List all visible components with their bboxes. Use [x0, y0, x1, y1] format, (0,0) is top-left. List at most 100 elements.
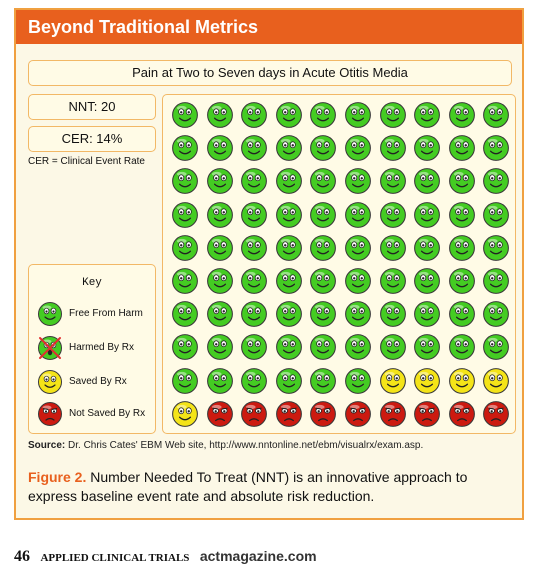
free-face-icon — [310, 135, 337, 162]
free-face-icon — [275, 301, 302, 328]
free-face-icon — [241, 301, 268, 328]
free-face-icon — [275, 102, 302, 128]
saved-face-icon — [38, 370, 62, 394]
free-face-icon — [310, 367, 337, 394]
free-face-icon — [414, 168, 441, 195]
free-face-icon — [206, 367, 233, 394]
notsaved-face-icon — [241, 400, 268, 427]
key-box: Key Free From Harm Harmed By Rx Saved By… — [28, 264, 156, 434]
free-face-icon — [345, 268, 371, 294]
saved-face-icon — [172, 400, 198, 427]
key-label-notsaved: Not Saved By Rx — [69, 408, 146, 419]
key-label-saved: Saved By Rx — [69, 376, 127, 387]
free-face-icon — [275, 234, 302, 261]
free-face-icon — [172, 268, 198, 294]
free-face-icon — [310, 234, 337, 261]
nnt-box: NNT: 20 — [28, 94, 156, 120]
free-face-icon — [206, 102, 233, 128]
key-title: Key — [82, 277, 102, 289]
saved-face-icon — [414, 367, 441, 394]
notsaved-face-icon — [310, 400, 337, 427]
free-face-icon — [414, 201, 441, 228]
free-face-icon — [345, 367, 371, 394]
free-face-icon — [345, 334, 371, 361]
free-face-icon — [483, 168, 510, 195]
free-face-icon — [275, 135, 302, 162]
figure-caption: Figure 2. Number Needed To Treat (NNT) i… — [28, 468, 514, 506]
saved-face-icon — [448, 367, 475, 394]
free-face-icon — [379, 201, 406, 228]
free-face-icon — [172, 301, 198, 328]
free-face-icon — [206, 168, 233, 195]
free-face-icon — [275, 367, 302, 394]
free-face-icon — [483, 234, 510, 261]
free-face-icon — [241, 367, 268, 394]
journal-name: APPLIED CLINICAL TRIALS — [40, 552, 190, 564]
free-face-icon — [379, 168, 406, 195]
saved-face-icon — [379, 367, 406, 394]
free-face-icon — [275, 334, 302, 361]
notsaved-face-icon — [448, 400, 475, 427]
free-face-icon — [275, 268, 302, 294]
free-face-icon — [241, 201, 268, 228]
free-face-icon — [483, 268, 510, 294]
page-number: 46 — [14, 548, 30, 565]
free-face-icon — [448, 201, 475, 228]
free-face-icon — [379, 334, 406, 361]
free-face-icon — [414, 301, 441, 328]
free-face-icon — [172, 102, 198, 128]
notsaved-face-icon — [275, 400, 302, 427]
free-face-icon — [345, 234, 371, 261]
figure-panel: Beyond Traditional Metrics Pain at Two t… — [14, 8, 524, 520]
free-face-icon — [206, 268, 233, 294]
free-face-icon — [310, 268, 337, 294]
key-label-harmed: Harmed By Rx — [69, 342, 135, 353]
free-face-icon — [414, 135, 441, 162]
figure-label: Figure 2. — [28, 469, 87, 485]
free-face-icon — [414, 334, 441, 361]
free-face-icon — [414, 234, 441, 261]
free-face-icon — [345, 102, 371, 128]
free-face-icon — [483, 201, 510, 228]
free-face-icon — [345, 135, 371, 162]
free-face-icon — [345, 201, 371, 228]
key-label-free: Free From Harm — [69, 308, 143, 319]
free-face-icon — [172, 201, 198, 228]
notsaved-face-icon — [206, 400, 233, 427]
free-face-icon — [379, 135, 406, 162]
chart-title: Pain at Two to Seven days in Acute Otiti… — [28, 60, 512, 86]
free-face-icon — [241, 334, 268, 361]
free-face-icon — [310, 301, 337, 328]
free-face-icon — [379, 234, 406, 261]
free-face-icon — [345, 301, 371, 328]
free-face-icon — [172, 334, 198, 361]
free-face-icon — [414, 268, 441, 294]
free-face-icon — [241, 268, 268, 294]
face-grid — [162, 94, 516, 434]
free-face-icon — [345, 168, 371, 195]
cer-box: CER: 14% — [28, 126, 156, 152]
free-face-icon — [310, 168, 337, 195]
free-face-icon — [172, 135, 198, 162]
free-face-icon — [310, 102, 337, 128]
notsaved-face-icon — [345, 400, 371, 427]
source-text: Dr. Chris Cates' EBM Web site, http://ww… — [68, 440, 424, 451]
free-face-icon — [379, 301, 406, 328]
free-face-icon — [241, 168, 268, 195]
notsaved-face-icon — [483, 400, 510, 427]
notsaved-face-icon — [38, 402, 62, 426]
cer-note: CER = Clinical Event Rate — [28, 156, 145, 167]
free-face-icon — [275, 168, 302, 195]
free-face-icon — [206, 301, 233, 328]
free-face-icon — [483, 135, 510, 162]
source-label: Source: — [28, 440, 66, 451]
free-face-icon — [206, 334, 233, 361]
source-line: Source: Dr. Chris Cates' EBM Web site, h… — [28, 440, 423, 451]
free-face-icon — [483, 102, 510, 128]
free-face-icon — [241, 234, 268, 261]
free-face-icon — [379, 102, 406, 128]
caption-text: Number Needed To Treat (NNT) is an innov… — [28, 469, 468, 504]
free-face-icon — [379, 268, 406, 294]
free-face-icon — [448, 301, 475, 328]
free-face-icon — [206, 234, 233, 261]
